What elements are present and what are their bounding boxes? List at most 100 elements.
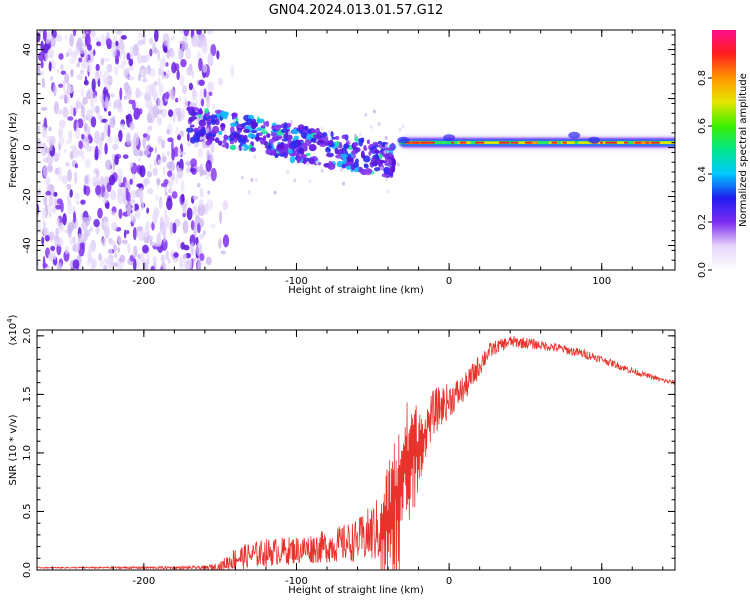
spectrogram-cell [175,126,179,137]
spectrogram-cell [73,242,81,253]
line-peak-dash [451,141,455,144]
spectrogram-cell [230,65,235,78]
spectrogram-cell [60,201,64,213]
spectrogram-cell [250,177,254,182]
spectrogram-cell [109,259,114,267]
spectrogram-cell [377,121,381,126]
spectrogram-cell [76,37,83,51]
spectrogram-cell [81,155,85,161]
spectrogram-cell [166,197,173,211]
spectrogram-cell [220,126,225,132]
spectrogram-cell [87,133,92,141]
line-peak-dash [645,141,649,144]
colorbar-tick-label: 0.4 [697,166,708,182]
spectrogram-cell [340,153,348,158]
spectrogram-cell [123,64,126,77]
spectrogram-cell [362,155,371,163]
spectrogram-cell [40,106,48,112]
spectrogram-cell [109,189,117,200]
spectrogram-cell [97,207,103,219]
spectrogram-cell [48,126,52,132]
spectrogram-cell [197,259,202,270]
spectrogram-cell [154,146,157,154]
spectrogram-cell [189,136,197,144]
spectrogram-cell [73,192,81,200]
spectrogram-cell [161,155,167,163]
spectrogram-cell [107,136,114,144]
spectrogram-cell [192,195,199,200]
spectrogram-cell [149,239,153,246]
spectrogram-cell [256,127,263,132]
spectrogram-cell [243,128,250,133]
line-peak-segment [529,141,539,144]
spectrogram-cell [79,47,85,55]
spectrogram-cell [127,242,131,254]
spectrogram-cell [234,137,238,144]
line-peak-dash [499,141,504,144]
spectrogram-cell [159,57,164,72]
spectrogram-cell [122,154,129,159]
spectrogram-cell [102,197,108,204]
spectrogram-cell [132,258,137,270]
spectrogram-cell [198,57,203,72]
spectrogram-cell [201,128,206,135]
spectrogram-cell [129,121,135,131]
spectrogram-cell [313,134,321,139]
spectrogram-cell [106,182,112,193]
spectrogram-cell [45,176,51,186]
line-peak-dash [624,141,629,144]
spectrogram-cell [138,31,144,39]
spectrogram-cell [42,43,50,54]
spectrogram-cell [281,128,289,133]
spectrogram-cell [200,98,205,107]
spectrogram-cell [151,241,156,247]
line-peak-segment [661,141,675,144]
spectrogram-cell [358,137,364,143]
spectrogram-cell [342,181,346,186]
spectrogram-cell [140,55,147,63]
spectrogram-cell [159,216,164,230]
spectrogram-cell [126,229,130,235]
spectrogram-cell [195,242,203,257]
spectrogram-cell [199,218,205,228]
spectrogram-cell [108,174,116,186]
spectrogram-cell [77,148,85,157]
snr-panel: 0.0 0.5 1.0 1.5 2.0 -200 -100 0 100 SNR (10 * v… [6,314,676,596]
spectrogram-cell [161,69,165,80]
line-bump [397,136,410,144]
spectrogram-cell [72,259,80,269]
spectrogram-cell [198,79,205,86]
spectrogram-cell [384,144,388,149]
spectrogram-cell [315,160,319,165]
spectrogram-cell [133,203,139,212]
spectrogram-cell [118,129,123,142]
spectrogram-cell [289,155,296,164]
spectrogram-cell [254,177,258,182]
spectrogram-cell [120,123,126,131]
y-tick-label: -40 [22,237,33,253]
spectrogram-cell [123,229,127,239]
spectrogram-cell [96,41,102,47]
spectrogram-cell [87,126,91,135]
spectrogram-cell [158,199,163,209]
spectrogram-cell [185,199,188,210]
spectrogram-cell [144,69,151,74]
spectrogram-cell [106,63,113,73]
spectrogram-cell [129,46,134,60]
spectrogram-cell [58,83,64,88]
spectrogram-cell [92,49,96,56]
spectrogram-cell [122,194,127,205]
spectrogram-cell [250,121,257,130]
spectrogram-cell [205,256,212,266]
spectrogram-cell [144,224,149,238]
spectrogram-cell [371,157,375,165]
spectrogram-cell [58,135,65,146]
spectrogram-cell [64,34,68,41]
spectrogram-cell [228,135,235,139]
line-peak-segment [517,141,530,144]
spectrogram-cell [289,120,293,125]
spectrogram-cell [171,62,177,74]
spectrogram-cell [165,62,169,67]
spectrogram-cell [163,179,169,185]
spectrogram-cell [78,57,83,63]
